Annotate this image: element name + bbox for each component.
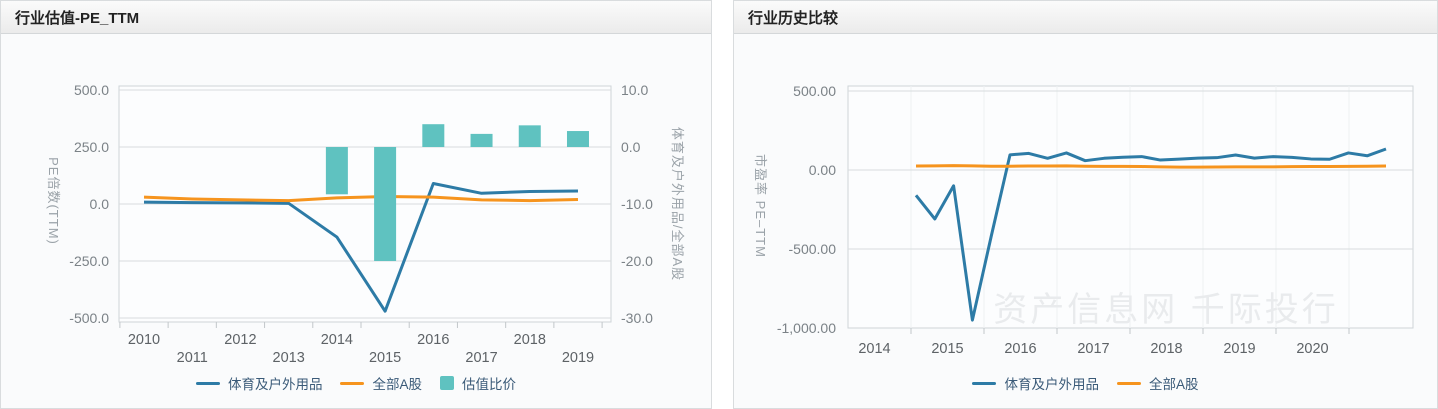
- series-line-体育及户外用品[interactable]: [143, 181, 578, 313]
- y-left-axis-title: PE倍数(TTM): [46, 157, 61, 245]
- x-tick-label: 2019: [562, 350, 594, 366]
- history-chart-svg: 500.00 0.00 -500.00 -1,000.00 资产信息网 千际投行 2014…: [753, 83, 1414, 357]
- y-axis-title: 市盈率 PE–TTM: [753, 154, 768, 258]
- series-line-全部A股[interactable]: [915, 164, 1387, 169]
- x-tick-label: 2011: [177, 350, 208, 366]
- y-left-tick-label: 500.0: [74, 82, 109, 98]
- y-left-tick-label: 0.0: [90, 196, 110, 212]
- valuation-panel: 行业估值-PE_TTM 500.0 10.0 250.0 0.0 0.0 -10.0 -25…: [0, 0, 712, 409]
- legend-line-swatch-icon: [195, 381, 220, 385]
- bar-2017[interactable]: [470, 133, 493, 147]
- legend-item-全部A股[interactable]: 全部A股: [1116, 373, 1199, 393]
- y-right-tick-label: -20.0: [621, 253, 653, 269]
- bar-2016[interactable]: [422, 124, 445, 147]
- history-panel: 行业历史比较 500.00 0.00 -500.00 -1,000.00 资产信息网 千…: [733, 0, 1438, 409]
- series-line-全部A股[interactable]: [143, 194, 579, 203]
- y-left-tick-label: -500.0: [69, 310, 109, 326]
- legend-item-体育及户外用品[interactable]: 体育及户外用品: [195, 373, 323, 393]
- y-tick-label: 500.00: [793, 83, 836, 99]
- series-line-体育及户外用品[interactable]: [914, 147, 1387, 322]
- y-left-tick-label: -250.0: [69, 253, 109, 269]
- x-tick-label: 2013: [273, 350, 305, 366]
- x-tick-label: 2015: [369, 350, 401, 366]
- x-tick-label: 2016: [417, 332, 449, 348]
- legend-line-swatch-icon: [340, 381, 365, 385]
- y-tick-label: 0.00: [809, 162, 836, 178]
- legend-label: 全部A股: [372, 377, 422, 392]
- y-right-axis-title: 体育及户外用品/全部A股: [670, 127, 685, 281]
- legend-line-swatch-icon: [1116, 381, 1141, 385]
- x-tick-label: 2016: [1004, 341, 1036, 357]
- bar-2015[interactable]: [374, 147, 397, 261]
- watermark: 资产信息网 千际投行: [993, 291, 1338, 329]
- valuation-chart-legend: 体育及户外用品 全部A股 估值比价: [1, 373, 711, 393]
- x-tick-label: 2012: [224, 332, 256, 348]
- y-left-tick-label: 250.0: [74, 139, 109, 155]
- x-tick-label: 2019: [1223, 341, 1255, 357]
- x-tick-label: 2015: [931, 341, 963, 357]
- history-panel-title: 行业历史比较: [748, 9, 839, 27]
- y-right-tick-label: 0.0: [621, 139, 641, 155]
- y-right-tick-label: 10.0: [621, 82, 648, 98]
- legend-item-体育及户外用品[interactable]: 体育及户外用品: [972, 373, 1099, 393]
- x-tick-label: 2014: [321, 332, 353, 348]
- legend-item-全部A股[interactable]: 全部A股: [340, 373, 422, 393]
- legend-label: 体育及户外用品: [227, 377, 323, 392]
- legend-line-swatch-icon: [972, 381, 997, 385]
- legend-label: 体育及户外用品: [1004, 377, 1099, 392]
- x-tick-label: 2020: [1296, 341, 1328, 357]
- valuation-chart-svg: 500.0 10.0 250.0 0.0 0.0 -10.0 -250.0 -20.0 -500…: [46, 82, 685, 366]
- valuation-panel-header: 行业估值-PE_TTM: [1, 1, 711, 34]
- x-tick-label: 2014: [858, 341, 890, 357]
- x-tick-label: 2017: [465, 350, 497, 366]
- x-tick-label: 2017: [1077, 341, 1109, 357]
- x-tick-label: 2010: [128, 332, 160, 348]
- y-tick-label: -1,000.00: [777, 320, 836, 336]
- bar-2019[interactable]: [566, 131, 589, 147]
- history-chart-legend: 体育及户外用品 全部A股: [734, 373, 1437, 393]
- legend-bar-swatch-icon: [440, 376, 454, 390]
- x-tick-label: 2018: [514, 332, 546, 348]
- y-right-tick-label: -30.0: [621, 310, 653, 326]
- legend-item-估值比价[interactable]: 估值比价: [440, 373, 516, 393]
- history-panel-header: 行业历史比较: [734, 1, 1437, 34]
- valuation-panel-title: 行业估值-PE_TTM: [15, 9, 140, 27]
- bar-2014[interactable]: [325, 147, 348, 195]
- bar-2018[interactable]: [518, 125, 541, 147]
- x-tick-label: 2018: [1150, 341, 1182, 357]
- y-right-tick-label: -10.0: [621, 196, 653, 212]
- legend-label: 全部A股: [1148, 377, 1199, 392]
- y-tick-label: -500.00: [789, 241, 837, 257]
- legend-label: 估值比价: [462, 377, 516, 392]
